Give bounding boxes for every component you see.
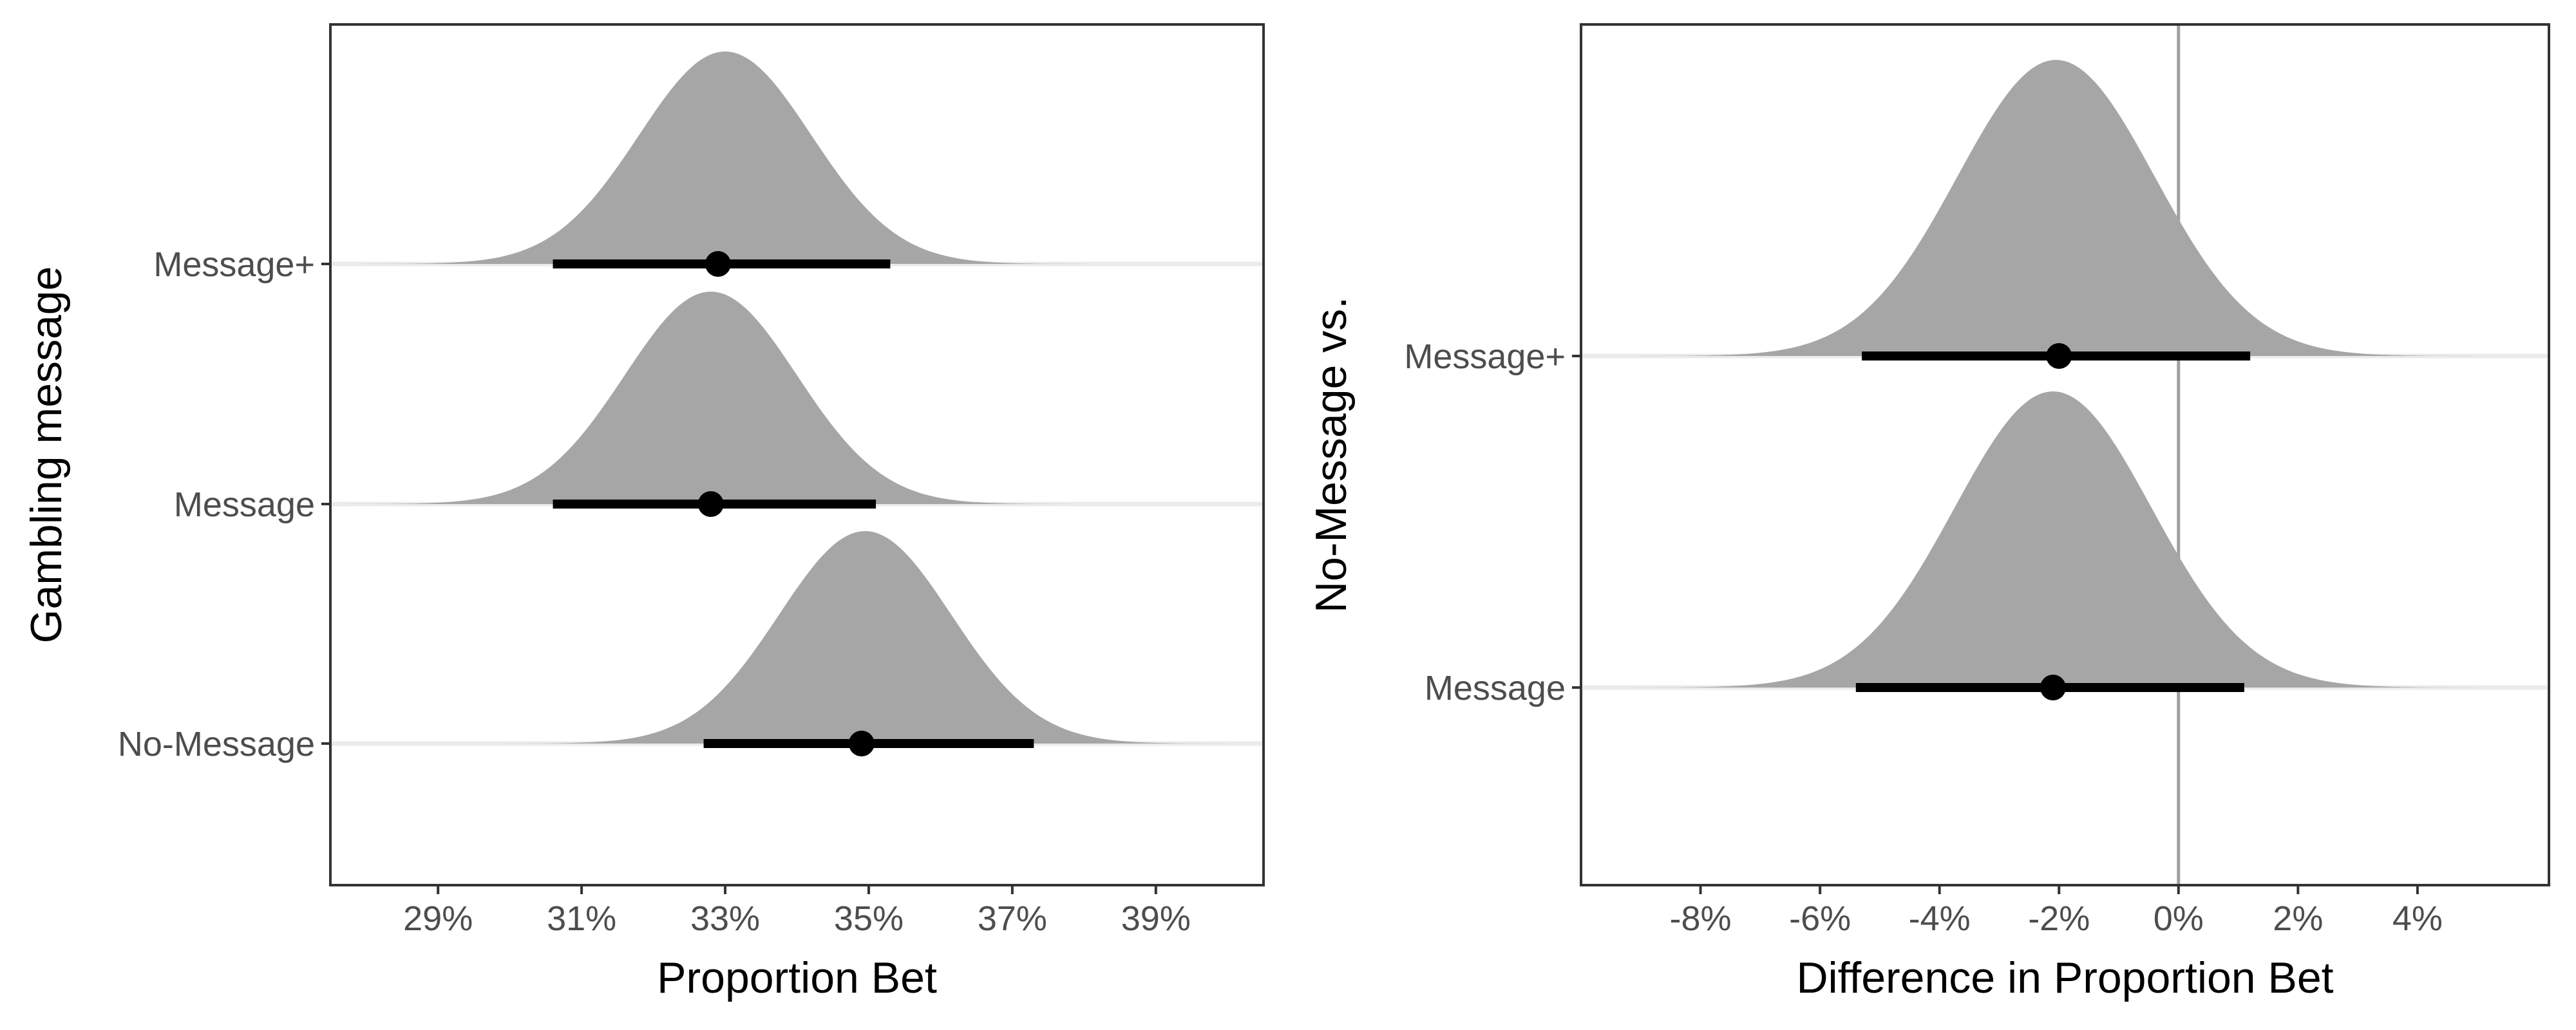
x-tick-label: -8% xyxy=(1670,899,1732,938)
density-message- xyxy=(1581,60,2549,356)
y-axis-title: No-Message vs. xyxy=(1307,297,1356,613)
x-tick-label: 37% xyxy=(978,899,1047,938)
panel-border xyxy=(1580,23,2550,886)
x-axis-title: Proportion Bet xyxy=(657,953,937,1002)
x-tick-label: -2% xyxy=(2028,899,2090,938)
density-no-message xyxy=(330,531,1264,744)
point-estimate xyxy=(705,251,731,277)
x-tick-label: 0% xyxy=(2154,899,2204,938)
x-tick-label: 2% xyxy=(2273,899,2323,938)
point-estimate xyxy=(848,731,875,756)
y-axis-title: Gambling message xyxy=(22,267,71,644)
density-message- xyxy=(330,52,1264,264)
point-estimate xyxy=(2046,343,2072,369)
x-tick-label: 4% xyxy=(2392,899,2443,938)
x-tick-label: -6% xyxy=(1789,899,1851,938)
y-tick-label: Message+ xyxy=(1404,337,1566,376)
x-tick-label: -4% xyxy=(1909,899,1971,938)
panel-difference-in-proportion-bet: Message+ Message -8% -6% -4% -2% 0% 2% 4% Differe… xyxy=(1307,23,2550,1002)
x-tick-label: 35% xyxy=(834,899,904,938)
y-tick-label: Message xyxy=(174,485,315,524)
y-tick-label: Message+ xyxy=(153,245,315,284)
point-estimate xyxy=(2040,675,2066,700)
x-tick-label: 31% xyxy=(547,899,616,938)
x-axis-title: Difference in Proportion Bet xyxy=(1796,953,2333,1002)
x-tick-label: 39% xyxy=(1121,899,1191,938)
density-message xyxy=(330,292,1264,504)
panel-border xyxy=(329,23,1265,886)
x-tick-label: 33% xyxy=(690,899,760,938)
panel-proportion-bet: Message+ Message No-Message 29% 31% 33% 35% 37%… xyxy=(22,23,1265,1002)
y-tick-label: Message xyxy=(1425,669,1566,707)
x-tick-label: 29% xyxy=(403,899,473,938)
density-message xyxy=(1581,391,2549,688)
y-tick-label: No-Message xyxy=(118,725,315,763)
point-estimate xyxy=(697,491,724,517)
